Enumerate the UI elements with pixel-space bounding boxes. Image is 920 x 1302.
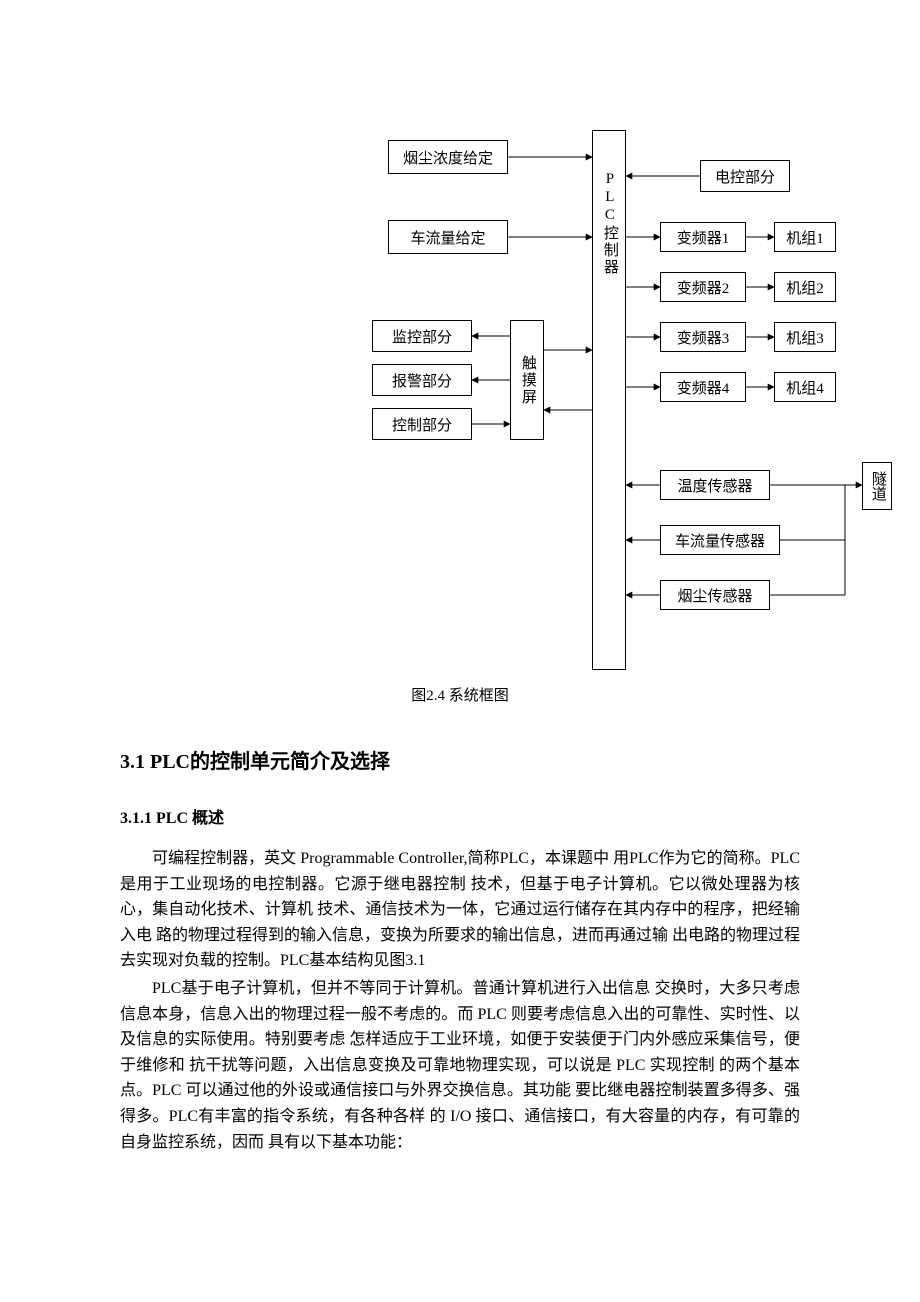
node-control: 控制部分 (372, 408, 472, 440)
node-unit1: 机组1 (774, 222, 836, 252)
node-plc: PLC控制器 (592, 130, 626, 670)
node-unit4: 机组4 (774, 372, 836, 402)
node-traffic-set-label: 车流量给定 (410, 227, 485, 248)
node-touch-label: 触摸屏 (519, 355, 535, 406)
node-unit4-label: 机组4 (786, 377, 824, 398)
node-tunnel: 隧道 (862, 462, 892, 510)
node-traffic-sensor: 车流量传感器 (660, 525, 780, 555)
node-smoke-sensor-label: 烟尘传感器 (677, 585, 752, 606)
node-unit3-label: 机组3 (786, 327, 824, 348)
node-smoke-set: 烟尘浓度给定 (388, 140, 508, 174)
node-alarm-label: 报警部分 (392, 370, 452, 391)
node-touch: 触摸屏 (510, 320, 544, 440)
node-smoke-sensor: 烟尘传感器 (660, 580, 770, 610)
node-elec: 电控部分 (700, 160, 790, 192)
node-vfd2-label: 变频器2 (677, 277, 730, 298)
node-vfd1: 变频器1 (660, 222, 746, 252)
node-vfd1-label: 变频器1 (677, 227, 730, 248)
node-unit3: 机组3 (774, 322, 836, 352)
paragraph-2: PLC基于电子计算机，但并不等同于计算机。普通计算机进行入出信息 交换时，大多只… (120, 976, 800, 1155)
node-vfd2: 变频器2 (660, 272, 746, 302)
node-vfd4-label: 变频器4 (677, 377, 730, 398)
body-text: 3.1 PLC的控制单元简介及选择 3.1.1 PLC 概述 可编程控制器，英文… (0, 745, 920, 1197)
node-vfd3: 变频器3 (660, 322, 746, 352)
diagram-caption: 图2.4 系统框图 (0, 684, 920, 705)
node-monitor-label: 监控部分 (392, 326, 452, 347)
node-control-label: 控制部分 (392, 414, 452, 435)
node-vfd4: 变频器4 (660, 372, 746, 402)
node-tunnel-label: 隧道 (869, 471, 885, 501)
node-smoke-set-label: 烟尘浓度给定 (403, 147, 493, 168)
node-elec-label: 电控部分 (715, 166, 775, 187)
node-unit2-label: 机组2 (786, 277, 824, 298)
heading-3-1-1: 3.1.1 PLC 概述 (120, 804, 800, 828)
paragraph-1: 可编程控制器，英文 Programmable Controller,简称PLC，… (120, 846, 800, 974)
node-vfd3-label: 变频器3 (677, 327, 730, 348)
node-temp: 温度传感器 (660, 470, 770, 500)
node-monitor: 监控部分 (372, 320, 472, 352)
node-plc-label: PLC控制器 (601, 171, 617, 276)
node-traffic-set: 车流量给定 (388, 220, 508, 254)
node-temp-label: 温度传感器 (677, 475, 752, 496)
system-block-diagram: PLC控制器 烟尘浓度给定 车流量给定 触摸屏 监控部分 报警部分 控制部分 电… (0, 0, 920, 680)
node-traffic-sensor-label: 车流量传感器 (675, 530, 765, 551)
heading-3-1: 3.1 PLC的控制单元简介及选择 (120, 745, 800, 774)
node-unit2: 机组2 (774, 272, 836, 302)
node-alarm: 报警部分 (372, 364, 472, 396)
node-unit1-label: 机组1 (786, 227, 824, 248)
